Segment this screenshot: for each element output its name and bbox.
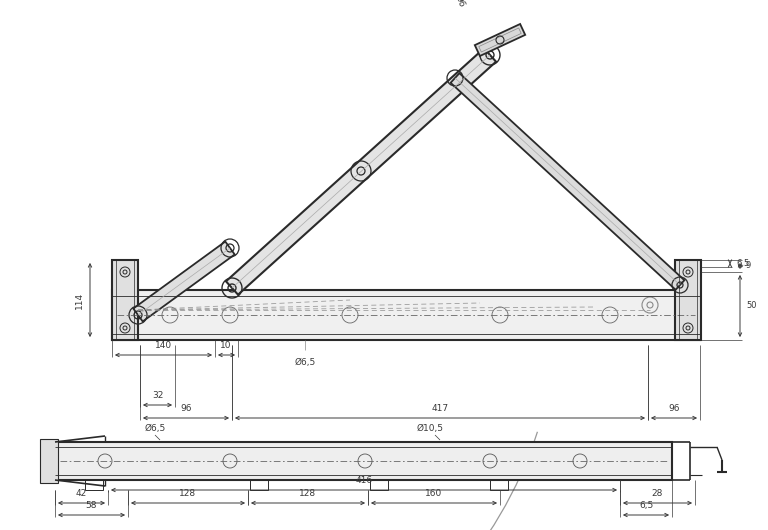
Bar xyxy=(250,480,268,490)
Text: 10: 10 xyxy=(220,341,232,350)
Polygon shape xyxy=(226,48,496,295)
Bar xyxy=(85,480,103,490)
Bar xyxy=(490,480,508,490)
Bar xyxy=(112,260,138,340)
Text: 160: 160 xyxy=(425,489,442,498)
Text: 140: 140 xyxy=(155,341,172,350)
Text: Ø6,5: Ø6,5 xyxy=(294,358,316,367)
Text: 417: 417 xyxy=(432,404,449,413)
Text: 6,5: 6,5 xyxy=(639,501,653,510)
Text: 128: 128 xyxy=(300,489,316,498)
Bar xyxy=(40,439,58,483)
Text: 28: 28 xyxy=(652,489,664,498)
Bar xyxy=(112,290,700,340)
Text: 6,5: 6,5 xyxy=(736,259,750,268)
Text: Ø6,5: Ø6,5 xyxy=(144,424,166,433)
Text: 96: 96 xyxy=(668,404,680,413)
Text: 9: 9 xyxy=(746,261,751,270)
Text: 58: 58 xyxy=(86,501,98,510)
Polygon shape xyxy=(451,73,684,290)
Bar xyxy=(55,442,672,480)
Text: Ø10,5: Ø10,5 xyxy=(416,424,443,433)
Text: 96: 96 xyxy=(454,0,466,9)
Text: 128: 128 xyxy=(180,489,197,498)
Text: 42: 42 xyxy=(76,489,87,498)
Polygon shape xyxy=(134,242,235,322)
Bar xyxy=(370,480,388,490)
Text: 114: 114 xyxy=(75,292,84,308)
Text: 96: 96 xyxy=(180,404,192,413)
Text: 416: 416 xyxy=(356,476,372,485)
Text: 50: 50 xyxy=(746,302,756,311)
Text: 32: 32 xyxy=(152,391,163,400)
Polygon shape xyxy=(475,24,525,56)
Bar xyxy=(675,260,701,340)
